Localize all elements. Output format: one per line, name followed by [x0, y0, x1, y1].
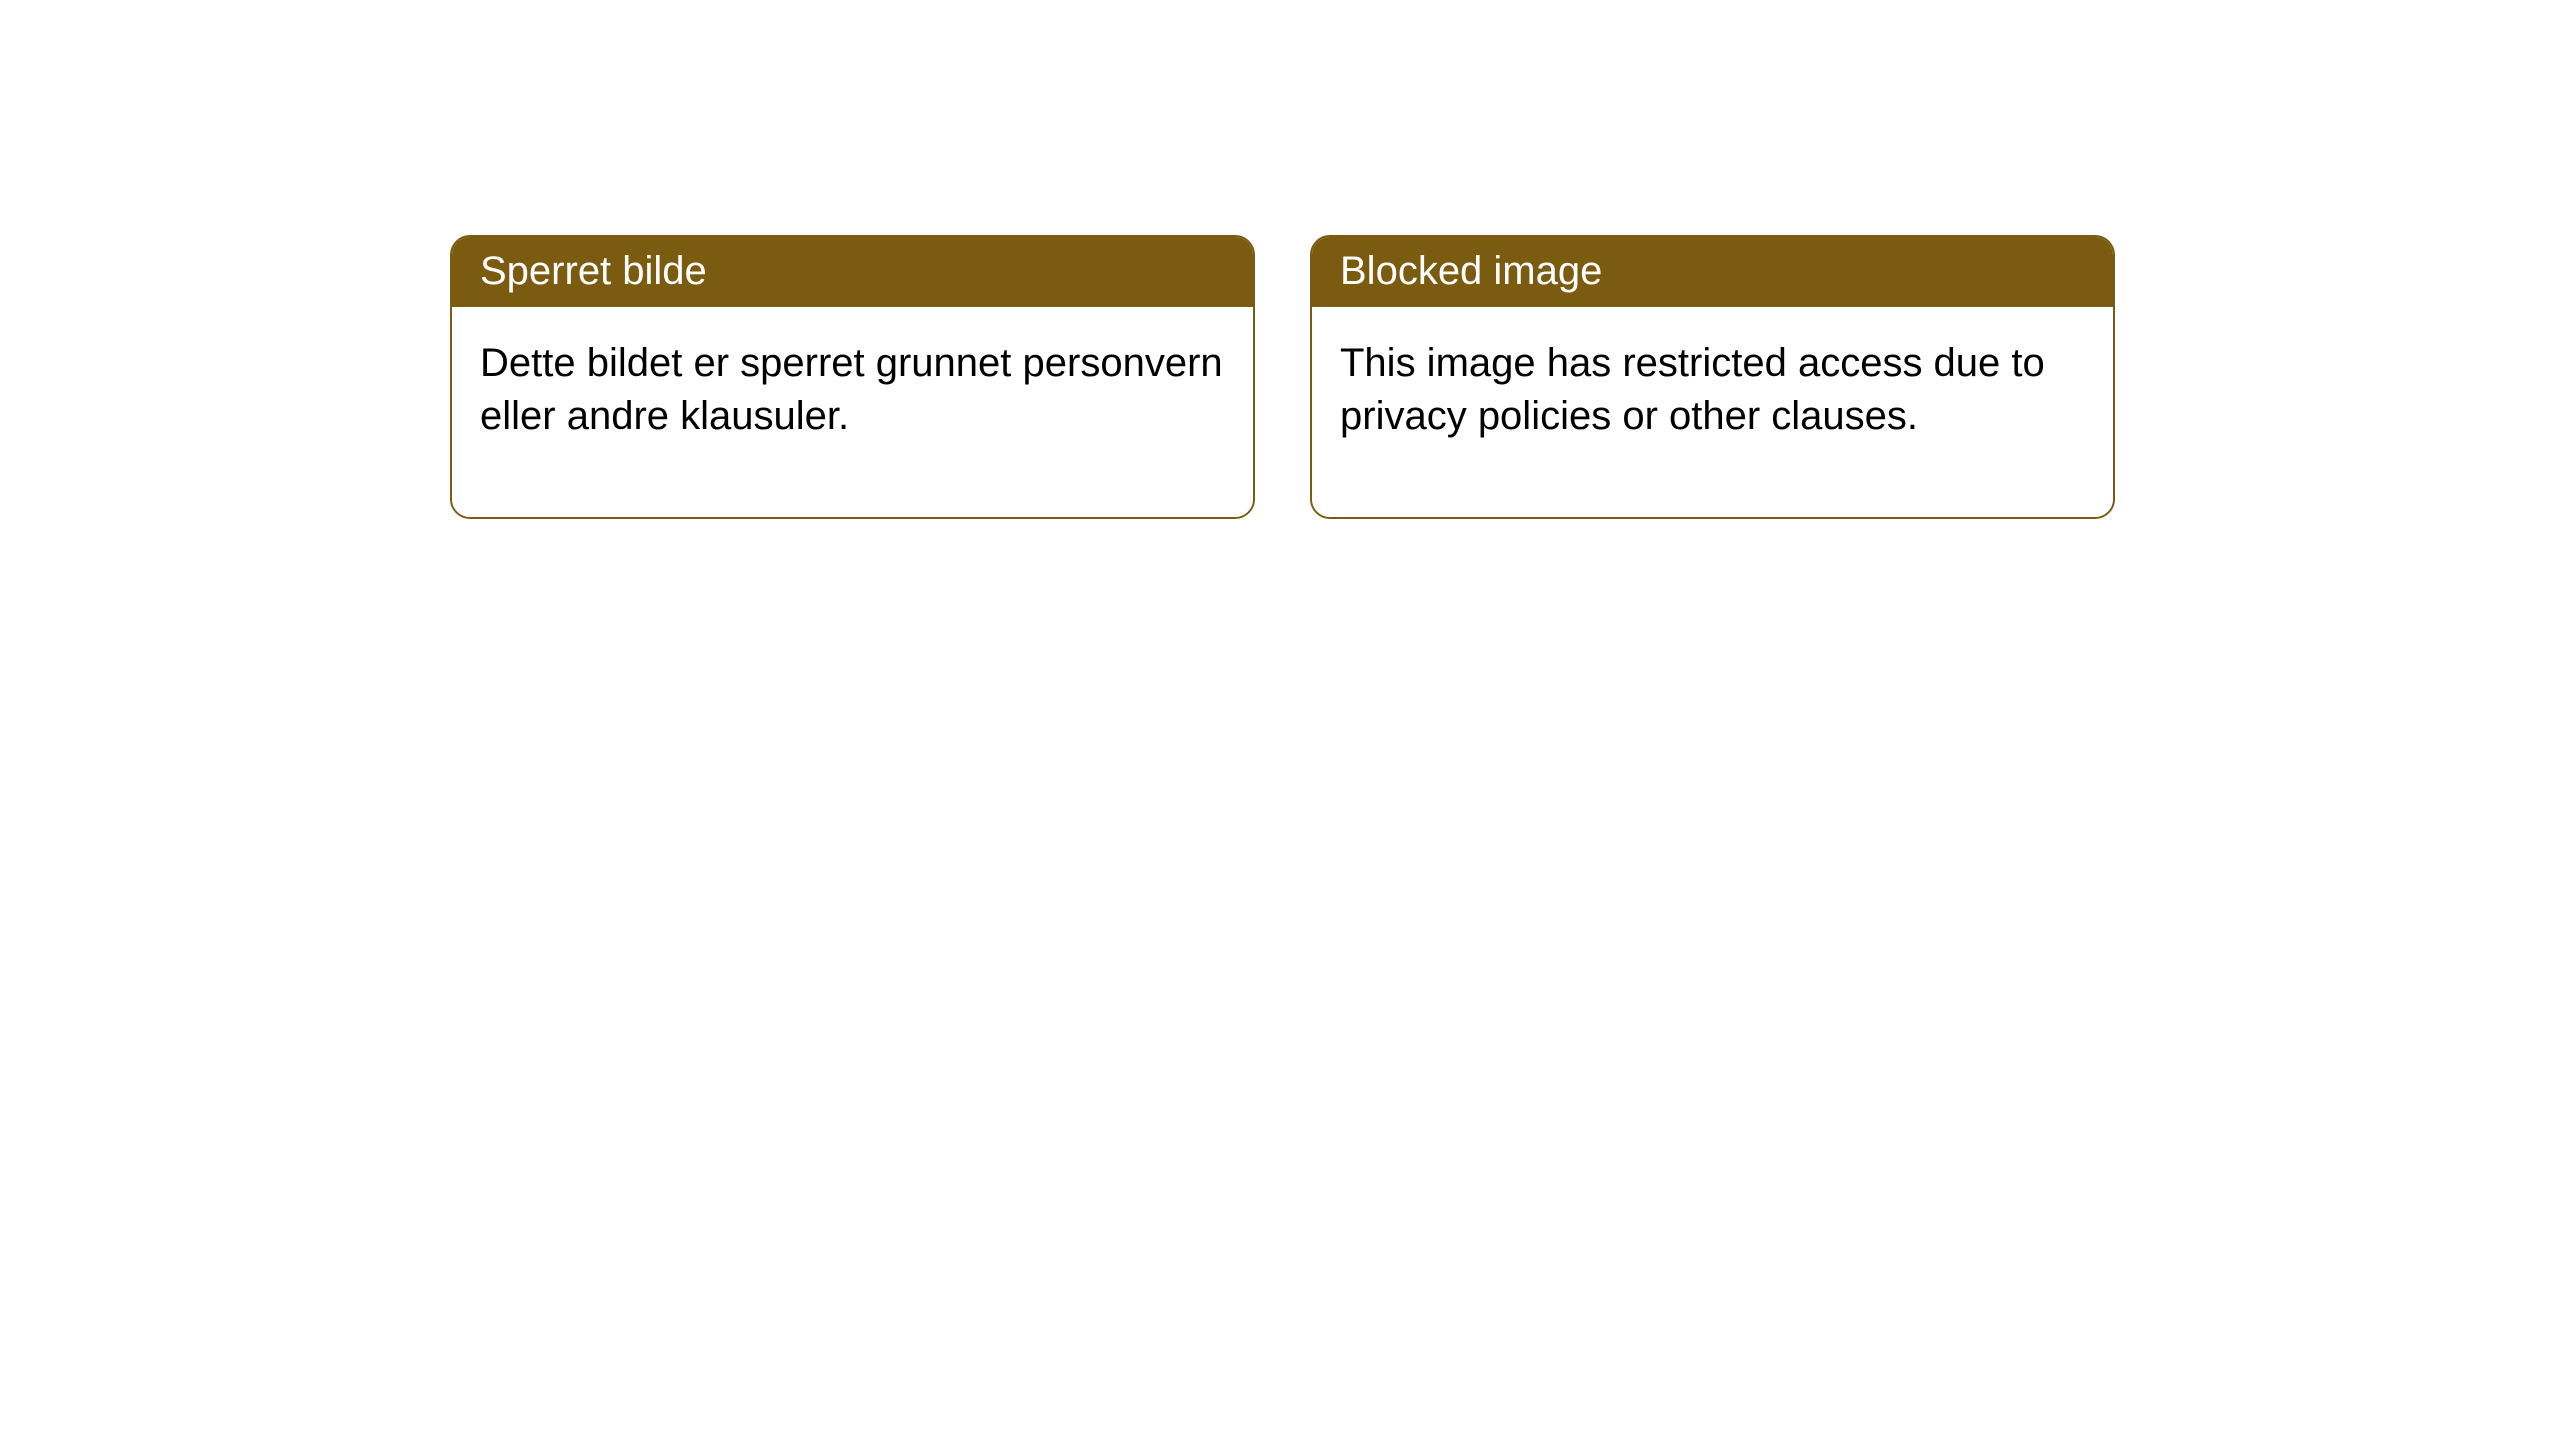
card-header-no: Sperret bilde — [452, 237, 1253, 307]
blocked-image-card-no: Sperret bilde Dette bildet er sperret gr… — [450, 235, 1255, 519]
card-body-en: This image has restricted access due to … — [1312, 307, 2113, 517]
notice-container: Sperret bilde Dette bildet er sperret gr… — [450, 235, 2115, 519]
card-header-en: Blocked image — [1312, 237, 2113, 307]
card-body-no: Dette bildet er sperret grunnet personve… — [452, 307, 1253, 517]
blocked-image-card-en: Blocked image This image has restricted … — [1310, 235, 2115, 519]
